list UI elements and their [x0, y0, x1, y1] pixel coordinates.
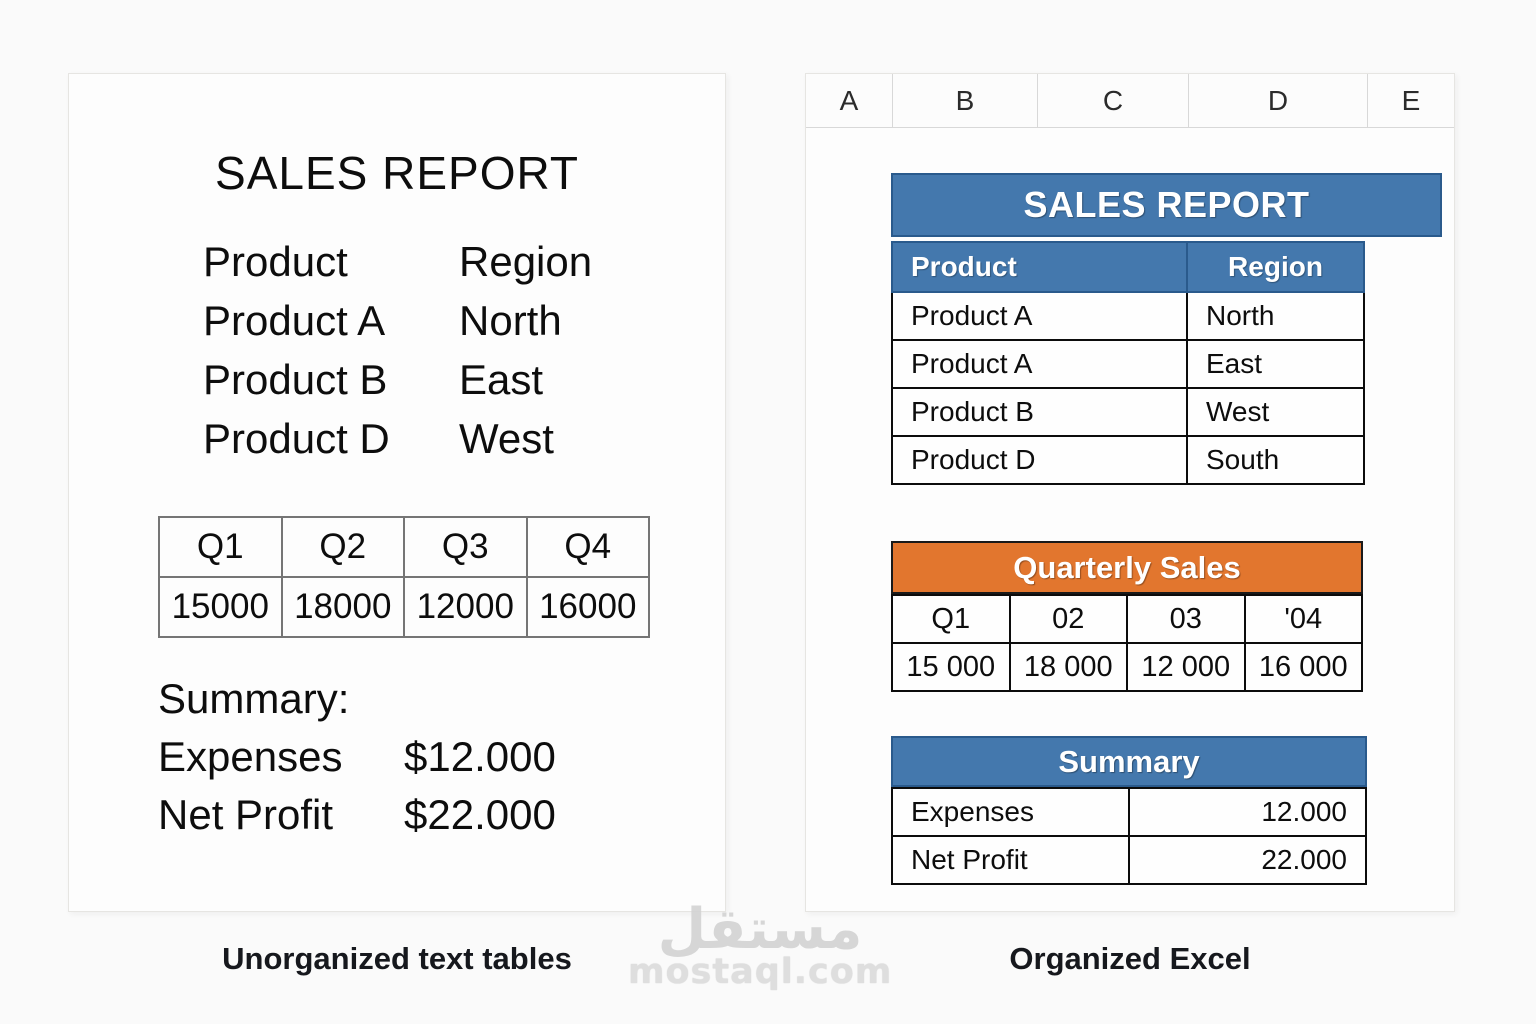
- product-text: Product D: [203, 415, 390, 462]
- organized-excel-card: A B C D E SALES REPORT Product Region Pr…: [805, 73, 1455, 912]
- text-line: Product D West: [203, 409, 592, 468]
- table-header-row: Q1 02 03 '04: [891, 594, 1363, 644]
- quarter-value-cell: 18000: [280, 576, 405, 638]
- product-cell: Product B: [891, 387, 1188, 437]
- region-text: North: [459, 297, 562, 344]
- column-header-e: E: [1401, 84, 1421, 116]
- region-cell: West: [1186, 387, 1365, 437]
- left-caption: Unorganized text tables: [222, 941, 572, 976]
- quarter-value-cell: 12000: [403, 576, 528, 638]
- summary-value-cell: 22.000: [1128, 835, 1367, 885]
- region-column-header: Region: [1186, 241, 1365, 293]
- summary-label: Expenses: [158, 733, 343, 780]
- text-line: Product B East: [203, 350, 592, 409]
- quarter-header-cell: Q1: [891, 594, 1011, 644]
- product-column-header: Product: [891, 241, 1188, 293]
- summary-label-cell: Net Profit: [891, 835, 1130, 885]
- region-cell: South: [1186, 435, 1365, 485]
- left-quarter-table: Q1 Q2 Q3 Q4 15000 18000 12000 16000: [158, 516, 650, 638]
- quarter-header-cell: Q2: [280, 516, 405, 578]
- quarterly-sales-banner: Quarterly Sales: [891, 541, 1363, 594]
- quarter-value-cell: 15000: [158, 576, 283, 638]
- product-cell: Product A: [891, 339, 1188, 389]
- product-region-table: Product Region Product A North Product A…: [891, 241, 1365, 485]
- table-row: 15000 18000 12000 16000: [158, 576, 650, 638]
- summary-label-cell: Expenses: [891, 787, 1130, 837]
- column-header-c: C: [1038, 74, 1189, 127]
- region-cell: North: [1186, 291, 1365, 341]
- quarterly-sales-table: Q1 02 03 '04 15 000 18 000 12 000 16 000: [891, 594, 1363, 692]
- table-row: Expenses 12.000: [891, 787, 1367, 837]
- summary-value-cell: 12.000: [1128, 787, 1367, 837]
- quarter-value-cell: 16 000: [1243, 642, 1363, 692]
- unorganized-text-card: SALES REPORT Product Region Product A Nort…: [68, 73, 726, 912]
- column-header-a: A: [806, 74, 893, 127]
- table-row: Product A North: [891, 291, 1365, 341]
- product-text: Product A: [203, 297, 386, 344]
- column-header-d: D: [1189, 74, 1368, 127]
- quarter-header-cell: 02: [1008, 594, 1128, 644]
- table-header-row: Product Region: [891, 241, 1365, 293]
- product-text: Product: [203, 238, 348, 285]
- text-line: Product Region: [203, 232, 592, 291]
- left-report-title: SALES REPORT: [215, 147, 579, 199]
- summary-line: Net Profit $22.000: [158, 791, 556, 839]
- table-row: 15 000 18 000 12 000 16 000: [891, 642, 1363, 692]
- sales-report-banner: SALES REPORT: [891, 173, 1442, 237]
- quarter-header-cell: Q3: [403, 516, 528, 578]
- summary-value: $12.000: [404, 733, 556, 780]
- summary-value: $22.000: [404, 791, 556, 838]
- column-header-b: B: [893, 74, 1038, 127]
- table-row: Product B West: [891, 387, 1365, 437]
- summary-heading: Summary:: [158, 675, 350, 722]
- product-cell: Product A: [891, 291, 1188, 341]
- spreadsheet-column-headers: A B C D E: [806, 74, 1454, 128]
- quarter-header-cell: Q4: [525, 516, 650, 578]
- quarter-value-cell: 15 000: [891, 642, 1011, 692]
- quarter-value-cell: 16000: [525, 576, 650, 638]
- summary-label: Net Profit: [158, 791, 334, 838]
- left-product-region-block: Product Region Product A North Product B Ea…: [203, 232, 592, 468]
- product-cell: Product D: [891, 435, 1188, 485]
- quarter-header-cell: Q1: [158, 516, 283, 578]
- quarter-value-cell: 12 000: [1126, 642, 1246, 692]
- quarter-value-cell: 18 000: [1008, 642, 1128, 692]
- region-text: Region: [459, 238, 593, 285]
- summary-table: Expenses 12.000 Net Profit 22.000: [891, 787, 1367, 885]
- table-row: Q1 Q2 Q3 Q4: [158, 516, 650, 578]
- product-text: Product B: [203, 356, 388, 403]
- table-row: Product A East: [891, 339, 1365, 389]
- right-caption: Organized Excel: [1009, 941, 1251, 976]
- region-cell: East: [1186, 339, 1365, 389]
- text-line: Product A North: [203, 291, 592, 350]
- table-row: Product D South: [891, 435, 1365, 485]
- summary-banner: Summary: [891, 736, 1367, 787]
- region-text: West: [459, 415, 554, 462]
- quarter-header-cell: '04: [1243, 594, 1363, 644]
- summary-line: Expenses $12.000: [158, 733, 556, 781]
- quarter-header-cell: 03: [1126, 594, 1246, 644]
- region-text: East: [459, 356, 544, 403]
- table-row: Net Profit 22.000: [891, 835, 1367, 885]
